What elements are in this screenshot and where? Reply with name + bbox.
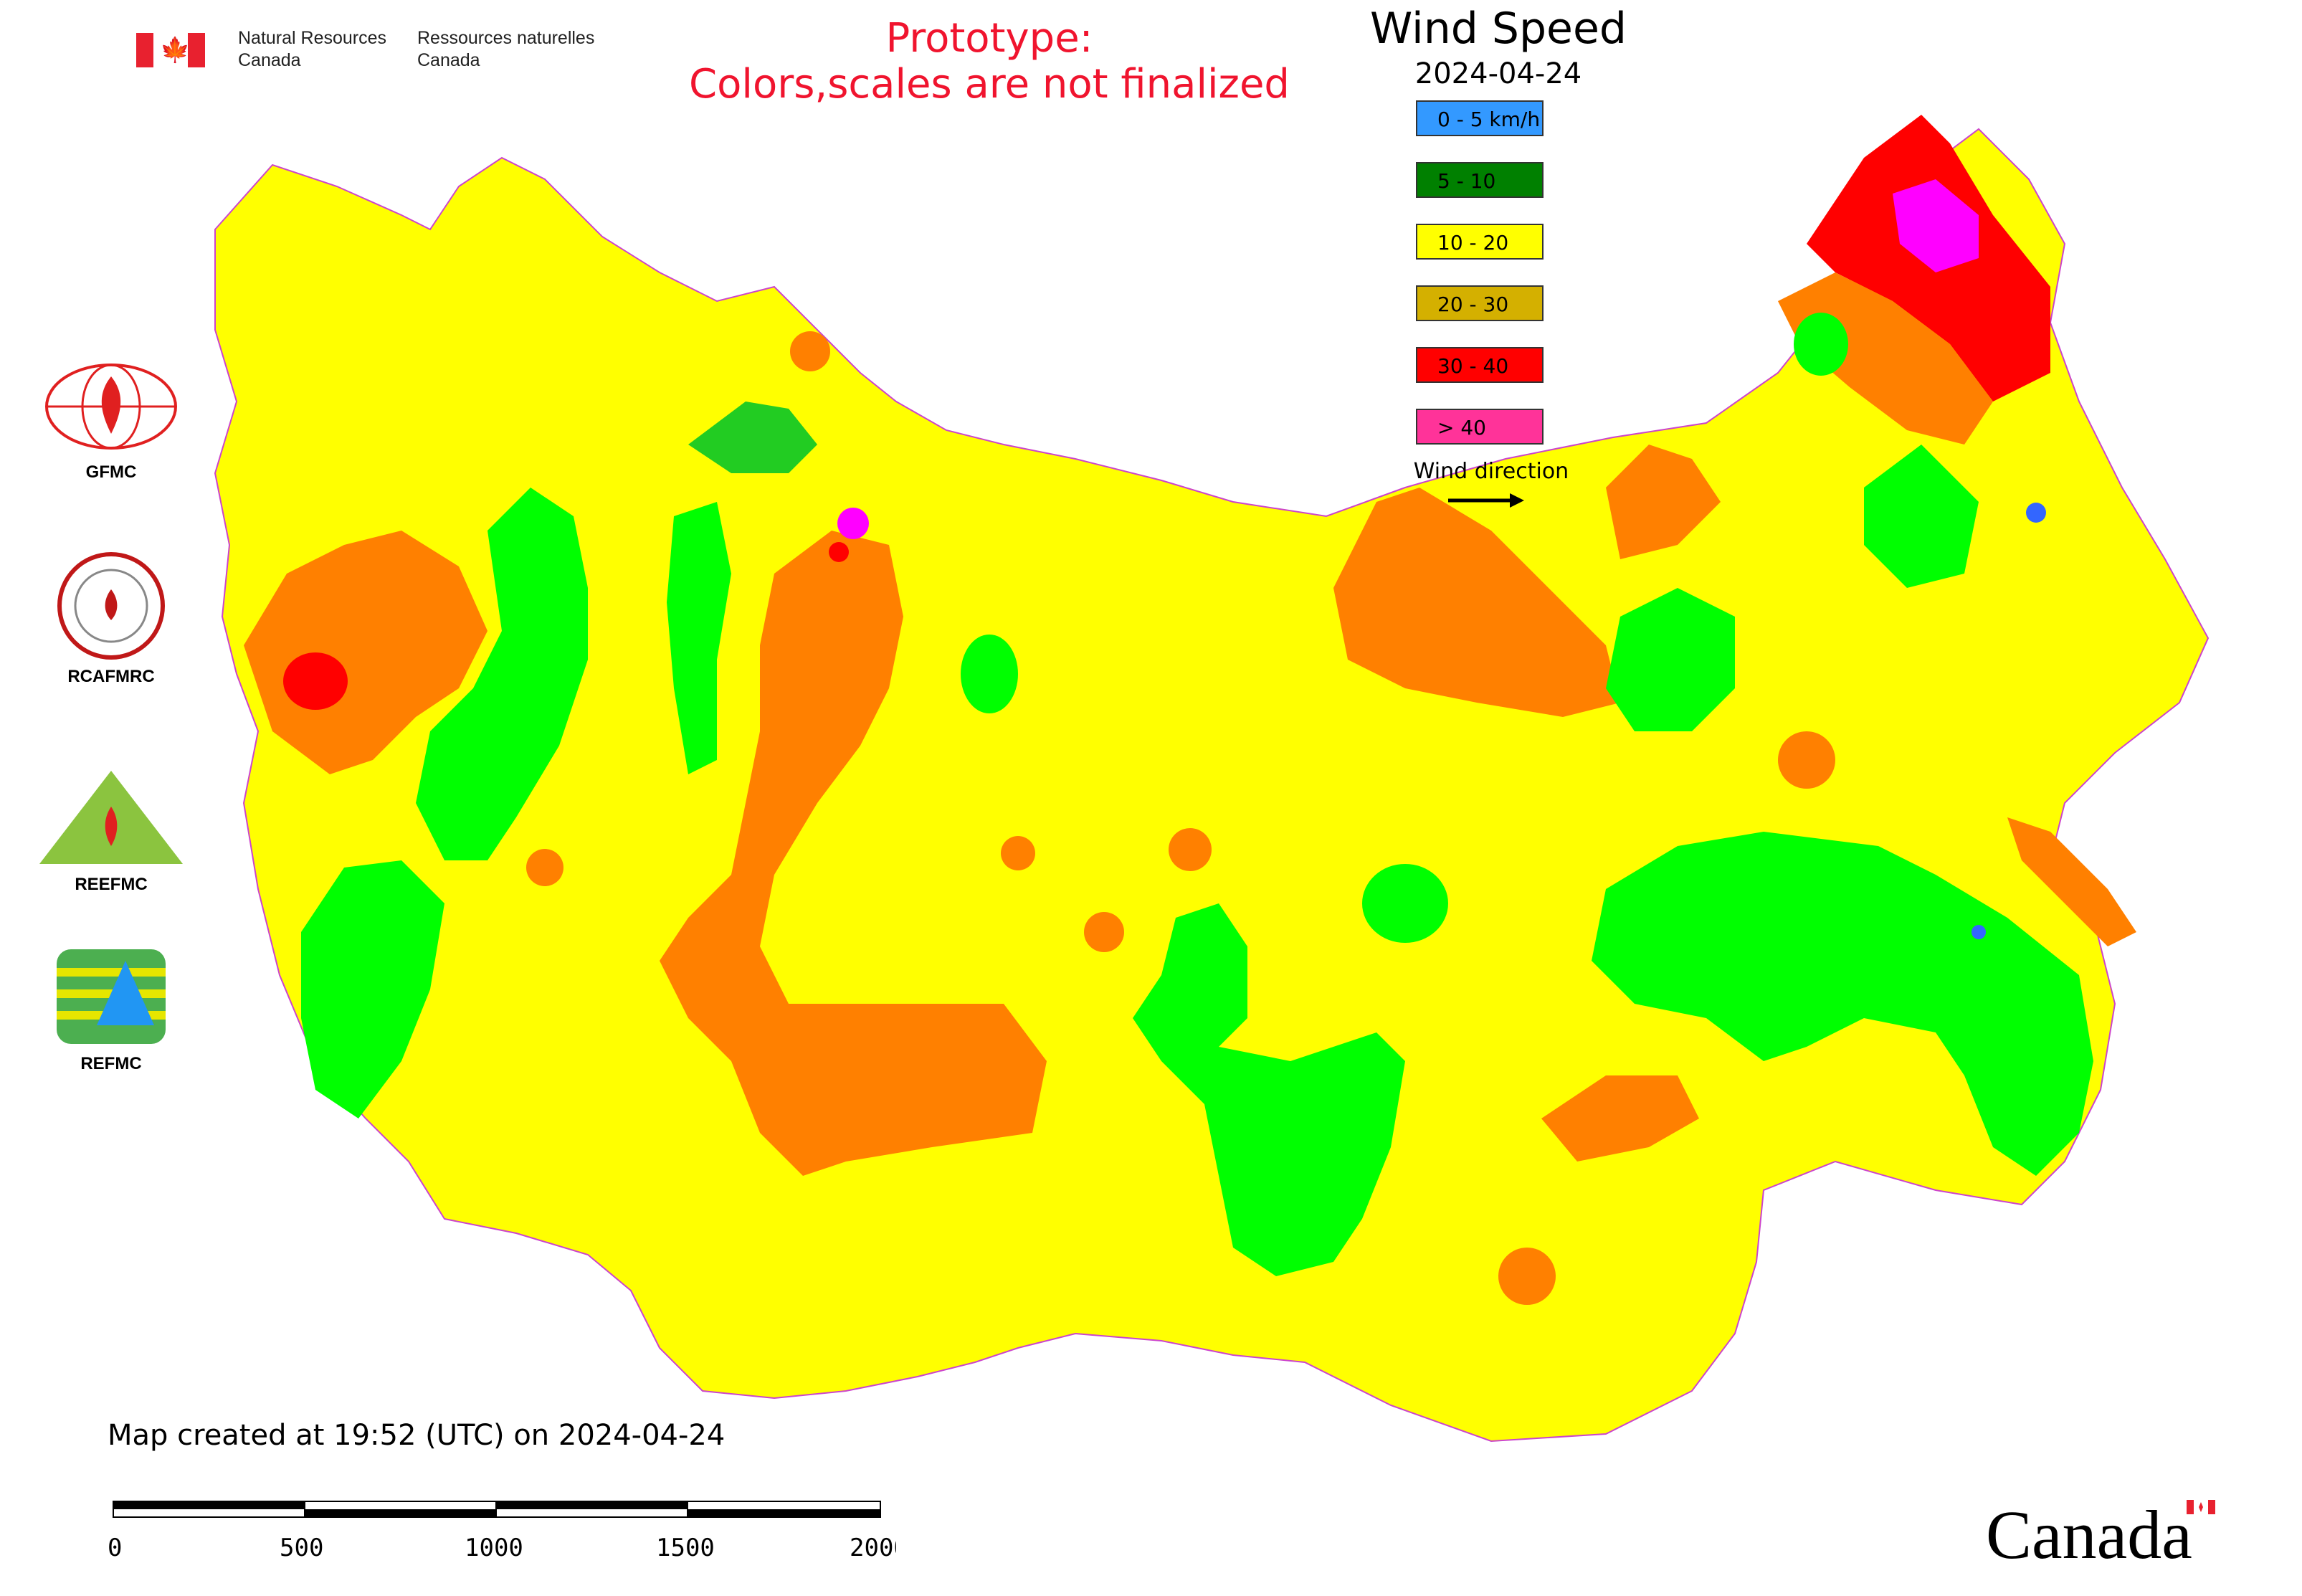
refmc-caption: REFMC — [80, 1054, 142, 1073]
scale-label: 1000 — [465, 1534, 523, 1562]
department-name-fr: Ressources naturelles Canada — [417, 28, 595, 70]
spot-magenta-1 — [837, 508, 869, 539]
gfmc-globe-icon — [45, 364, 177, 450]
zone-green-amur — [1592, 832, 2093, 1176]
spot-orange-1 — [1169, 828, 1212, 871]
zone-green-east — [1864, 445, 1979, 588]
spot-blue-2 — [1972, 925, 1986, 939]
zone-green-n1 — [961, 635, 1018, 713]
wind-direction-label: Wind direction — [1413, 459, 1569, 484]
zone-green-mid — [1362, 864, 1448, 943]
refmc-emblem-icon — [57, 949, 166, 1044]
prototype-notice: Prototype: Colors,scales are not finaliz… — [689, 15, 1290, 108]
spot-red-1 — [829, 542, 849, 562]
scale-label: 2000 km — [850, 1534, 896, 1562]
zone-green-west — [416, 488, 588, 860]
canada-mini-flag-icon — [2187, 1500, 2215, 1514]
legend-item: 20 - 30 — [1416, 285, 1544, 321]
zone-orange-taymyr — [1333, 488, 1620, 717]
zone-green-ural — [667, 502, 731, 774]
legend-item: 5 - 10 — [1416, 162, 1544, 198]
department-name-en: Natural Resources Canada — [238, 28, 387, 70]
zone-orange-central — [660, 531, 1047, 1176]
spot-orange-2 — [1084, 912, 1124, 952]
zone-orange-yakutia — [1606, 445, 1721, 559]
legend-item: 30 - 40 — [1416, 347, 1544, 383]
zone-magenta-chukotka — [1893, 179, 1979, 272]
spot-blue-1 — [2026, 503, 2046, 523]
legend-item: 0 - 5 km/h — [1416, 100, 1544, 136]
gfmc-caption: GFMC — [85, 462, 137, 482]
spot-orange-3 — [1001, 836, 1035, 870]
zone-green-sw — [301, 860, 444, 1118]
scale-label: 0 — [108, 1534, 122, 1562]
zone-green-kola — [688, 402, 817, 473]
wind-direction-arrow-icon — [1448, 493, 1524, 508]
zone-red-west — [283, 652, 348, 710]
rcafmrc-caption: RCAFMRC — [67, 667, 155, 686]
reefmc-triangle-icon — [39, 771, 183, 864]
zone-green-yakutia — [1606, 588, 1735, 731]
legend-item: 10 - 20 — [1416, 224, 1544, 260]
reefmc-caption: REEFMC — [75, 875, 148, 894]
scale-label: 500 — [280, 1534, 323, 1562]
gov-header: 🍁 Natural Resources Canada Ressources na… — [136, 27, 602, 77]
spot-orange-4 — [526, 849, 563, 886]
gfmc-logo: GFMC — [36, 362, 186, 483]
legend-item: > 40 — [1416, 409, 1544, 445]
map-created-timestamp: Map created at 19:52 (UTC) on 2024-04-24 — [108, 1419, 726, 1452]
rcafmrc-logo: RCAFMRC — [36, 552, 186, 687]
spot-orange-south — [1498, 1248, 1556, 1305]
reefmc-logo: REEFMC — [36, 767, 186, 895]
legend-date: 2024-04-24 — [1414, 57, 1582, 90]
spot-orange-5 — [790, 331, 830, 371]
zone-orange-sakhalin — [2007, 817, 2136, 946]
rcafmrc-emblem-icon — [57, 552, 165, 660]
zone-orange-west — [244, 531, 487, 774]
zone-orange-baikal — [1541, 1075, 1699, 1162]
scale-label: 1500 — [656, 1534, 715, 1562]
refmc-logo: REFMC — [36, 946, 186, 1074]
zone-green-n2 — [1794, 313, 1848, 376]
legend-title: Wind Speed — [1370, 4, 1627, 54]
canada-wordmark: Canada — [1986, 1496, 2192, 1573]
canada-flag-icon: 🍁 — [136, 33, 205, 67]
zone-green-central — [1133, 903, 1405, 1276]
spot-orange-6 — [1778, 731, 1835, 789]
scale-bar: 0 500 1000 1500 2000 km — [108, 1501, 896, 1562]
